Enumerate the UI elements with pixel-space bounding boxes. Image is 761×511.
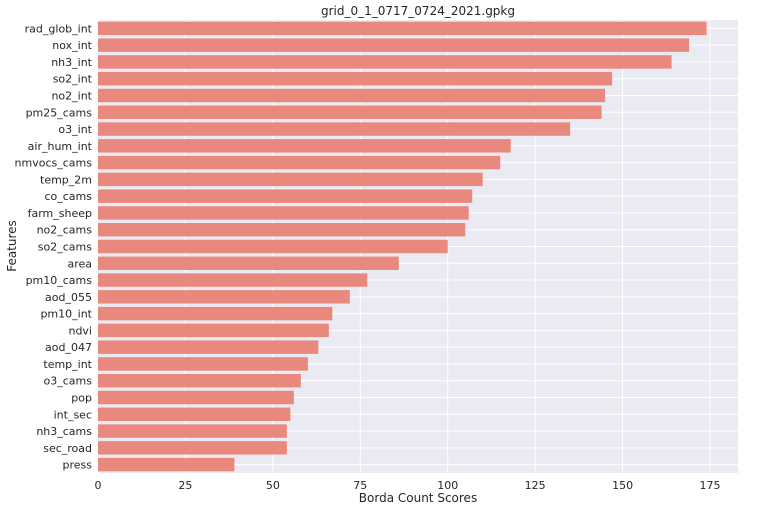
y-tick-label: no2_cams: [37, 224, 93, 237]
bar-nh3_int: [98, 55, 672, 69]
x-tick-label: 175: [700, 479, 721, 492]
x-tick-label: 25: [178, 479, 192, 492]
y-tick-label: o3_cams: [44, 375, 93, 388]
bar-aod_055: [98, 290, 350, 304]
x-tick-label: 100: [437, 479, 458, 492]
bar-ndvi: [98, 323, 329, 338]
y-tick-label: air_hum_int: [28, 140, 93, 153]
bar-so2_int: [98, 72, 613, 86]
bar-nh3_cams: [98, 424, 287, 438]
bar-o3_int: [98, 122, 571, 136]
bar-int_sec: [98, 407, 291, 421]
y-tick-label: no2_int: [51, 90, 92, 103]
y-tick-label: nox_int: [52, 39, 92, 52]
bar-co_cams: [98, 189, 473, 203]
bar-aod_047: [98, 340, 319, 354]
x-tick-label: 50: [266, 479, 280, 492]
y-tick-label: pm10_cams: [26, 274, 93, 287]
bar-temp_int: [98, 357, 308, 371]
bar-pop: [98, 390, 294, 405]
y-tick-label: temp_2m: [40, 173, 92, 186]
x-tick-label: 150: [612, 479, 633, 492]
y-tick-label: press: [63, 459, 93, 472]
y-tick-label: co_cams: [44, 190, 92, 203]
y-tick-label: so2_int: [53, 73, 93, 86]
y-tick-label: temp_int: [43, 358, 92, 371]
y-tick-label: area: [67, 257, 92, 270]
y-tick-label: ndvi: [68, 324, 92, 337]
y-tick-label: aod_047: [45, 341, 92, 354]
bar-no2_int: [98, 88, 606, 103]
bar-sec_road: [98, 441, 287, 455]
bars: [98, 21, 707, 472]
y-tick-label: pop: [71, 392, 92, 405]
chart-title: grid_0_1_0717_0724_2021.gpkg: [321, 4, 515, 18]
y-tick-label: nh3_int: [51, 56, 92, 69]
y-tick-label: farm_sheep: [28, 207, 92, 220]
bar-nox_int: [98, 38, 690, 52]
y-tick-label: o3_int: [58, 123, 92, 136]
y-tick-label: int_sec: [54, 408, 92, 421]
bar-press: [98, 457, 235, 472]
bar-pm10_cams: [98, 273, 368, 287]
y-axis-label: Features: [5, 220, 19, 272]
y-tick-label: aod_055: [45, 291, 92, 304]
bar-nmvocs_cams: [98, 155, 501, 170]
bar-pm25_cams: [98, 105, 602, 119]
y-tick-label: so2_cams: [38, 241, 92, 254]
x-axis-label: Borda Count Scores: [359, 491, 477, 505]
bar-farm_sheep: [98, 206, 469, 220]
y-tick-labels: rad_glob_int nox_int nh3_int so2_int no2_int…: [15, 22, 93, 471]
bar-so2_cams: [98, 239, 448, 254]
bar-area: [98, 256, 399, 270]
y-tick-label: pm10_int: [40, 308, 92, 321]
y-tick-label: nh3_cams: [36, 425, 92, 438]
bar-temp_2m: [98, 172, 483, 187]
bar-o3_cams: [98, 374, 301, 388]
bar-air_hum_int: [98, 139, 511, 153]
bar-pm10_int: [98, 306, 333, 321]
y-tick-label: nmvocs_cams: [15, 157, 93, 170]
x-tick-label: 75: [353, 479, 367, 492]
x-tick-labels: 0 25 50 75 100 125 150 175: [95, 479, 721, 492]
y-tick-label: pm25_cams: [26, 106, 93, 119]
y-tick-label: rad_glob_int: [25, 22, 93, 35]
x-tick-label: 125: [525, 479, 546, 492]
y-tick-label: sec_road: [43, 442, 92, 455]
bar-rad_glob_int: [98, 21, 707, 36]
bar-no2_cams: [98, 223, 466, 237]
x-tick-label: 0: [95, 479, 102, 492]
